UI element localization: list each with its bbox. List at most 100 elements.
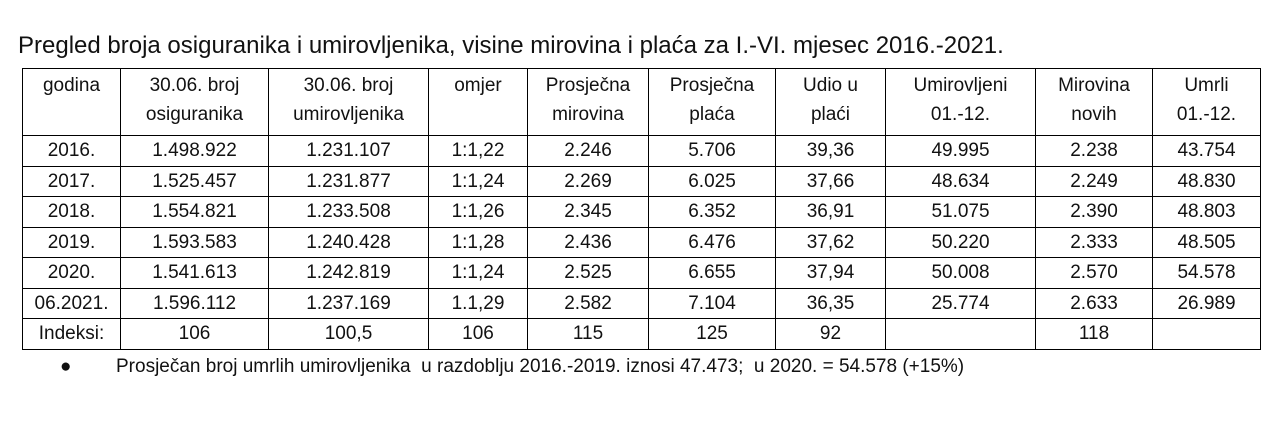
table-cell: 7.104 bbox=[648, 287, 776, 319]
header-line: novih bbox=[1071, 104, 1117, 125]
table-cell: 2.525 bbox=[527, 257, 649, 289]
header-line: 01.-12. bbox=[930, 104, 991, 125]
table-cell: 1:1,28 bbox=[428, 226, 528, 258]
table-cell: 1.237.169 bbox=[268, 287, 429, 319]
header-line: plaći bbox=[810, 104, 851, 125]
table-cell: 48.634 bbox=[885, 165, 1036, 197]
table-cell: 106 bbox=[120, 318, 269, 350]
table-cell: 2019. bbox=[22, 226, 121, 258]
table-cell: 48.803 bbox=[1152, 196, 1261, 228]
header-line: plaća bbox=[689, 104, 735, 125]
table-cell: 37,62 bbox=[775, 226, 886, 258]
table-cell: 37,66 bbox=[775, 165, 886, 197]
header-cell: godina bbox=[22, 68, 121, 136]
table-cell: 2.582 bbox=[527, 287, 649, 319]
table-cell: 2017. bbox=[22, 165, 121, 197]
table-cell: 48.505 bbox=[1152, 226, 1261, 258]
table-cell: 1.525.457 bbox=[120, 165, 269, 197]
table-cell: 92 bbox=[775, 318, 886, 350]
header-cell: omjer bbox=[428, 68, 528, 136]
table-row: 2016. 1.498.922 1.231.107 1:1,22 2.246 5.706 3… bbox=[22, 135, 1261, 167]
table-row: Indeksi: 106 100,5 106 115 125 92 118 bbox=[22, 318, 1261, 350]
table-cell: 48.830 bbox=[1152, 165, 1261, 197]
table-row: 06.2021. 1.596.112 1.237.169 1.1,29 2.582 7.1… bbox=[22, 287, 1261, 319]
table-cell: 51.075 bbox=[885, 196, 1036, 228]
table-cell: 2.333 bbox=[1035, 226, 1153, 258]
table-cell: 1.231.877 bbox=[268, 165, 429, 197]
header-line: godina bbox=[42, 75, 101, 96]
header-cell: 30.06. broj osiguranika bbox=[120, 68, 269, 136]
title: Pregled broja osiguranika i umirovljenik… bbox=[18, 32, 1004, 59]
header-line: Prosječna bbox=[669, 75, 755, 96]
table-cell: 1:1,24 bbox=[428, 257, 528, 289]
table-cell: 50.008 bbox=[885, 257, 1036, 289]
table-cell: 1.1,29 bbox=[428, 287, 528, 319]
header-line: omjer bbox=[454, 75, 502, 96]
table-cell: 36,35 bbox=[775, 287, 886, 319]
header-line: 30.06. broj bbox=[303, 75, 394, 96]
table-cell: 1.554.821 bbox=[120, 196, 269, 228]
table-cell: 39,36 bbox=[775, 135, 886, 167]
table-cell bbox=[1152, 318, 1261, 350]
table-cell: 1:1,22 bbox=[428, 135, 528, 167]
table-cell: 1.242.819 bbox=[268, 257, 429, 289]
header-line: mirovina bbox=[552, 104, 624, 125]
table-cell: Indeksi: bbox=[22, 318, 121, 350]
header-cell: Udio u plaći bbox=[775, 68, 886, 136]
table-cell: 26.989 bbox=[1152, 287, 1261, 319]
header-line: osiguranika bbox=[145, 104, 244, 125]
table-cell: 6.025 bbox=[648, 165, 776, 197]
header-cell: 30.06. broj umirovljenika bbox=[268, 68, 429, 136]
table-cell: 06.2021. bbox=[22, 287, 121, 319]
table-cell: 2.390 bbox=[1035, 196, 1153, 228]
table-cell: 1.541.613 bbox=[120, 257, 269, 289]
table-row: 2017. 1.525.457 1.231.877 1:1,24 2.269 6.025 3… bbox=[22, 165, 1261, 197]
table-cell: 2.238 bbox=[1035, 135, 1153, 167]
table-cell: 6.655 bbox=[648, 257, 776, 289]
header-cell: Umrli 01.-12. bbox=[1152, 68, 1261, 136]
table-cell: 1.233.508 bbox=[268, 196, 429, 228]
table-cell: 2.249 bbox=[1035, 165, 1153, 197]
table-cell: 115 bbox=[527, 318, 649, 350]
table-body: 2016. 1.498.922 1.231.107 1:1,22 2.246 5.706 3… bbox=[22, 135, 1261, 350]
header-cell: Prosječna plaća bbox=[648, 68, 776, 136]
table-cell: 2018. bbox=[22, 196, 121, 228]
table-cell: 1.596.112 bbox=[120, 287, 269, 319]
table-cell: 49.995 bbox=[885, 135, 1036, 167]
table-cell: 2020. bbox=[22, 257, 121, 289]
table-cell: 50.220 bbox=[885, 226, 1036, 258]
table-cell: 43.754 bbox=[1152, 135, 1261, 167]
table-cell: 2.269 bbox=[527, 165, 649, 197]
header-line: umirovljenika bbox=[293, 104, 404, 125]
table-cell: 1.240.428 bbox=[268, 226, 429, 258]
table-cell: 1.498.922 bbox=[120, 135, 269, 167]
table-row: 2018. 1.554.821 1.233.508 1:1,26 2.345 6.352 3… bbox=[22, 196, 1261, 228]
bullet: ● bbox=[60, 356, 72, 377]
table-cell: 25.774 bbox=[885, 287, 1036, 319]
table-cell: 2.246 bbox=[527, 135, 649, 167]
header-line: Mirovina bbox=[1058, 75, 1130, 96]
table-cell: 2.345 bbox=[527, 196, 649, 228]
table-cell: 2.570 bbox=[1035, 257, 1153, 289]
header-line: Udio u bbox=[803, 75, 858, 96]
header-cell: Mirovina novih bbox=[1035, 68, 1153, 136]
header-cell: Prosječna mirovina bbox=[527, 68, 649, 136]
table-cell: 1.231.107 bbox=[268, 135, 429, 167]
table-cell: 6.476 bbox=[648, 226, 776, 258]
table-row: 2019. 1.593.583 1.240.428 1:1,28 2.436 6.476 3… bbox=[22, 226, 1261, 258]
header-line: 01.-12. bbox=[1176, 104, 1237, 125]
table-cell: 37,94 bbox=[775, 257, 886, 289]
table-cell: 125 bbox=[648, 318, 776, 350]
data-table: godina 30.06. broj osiguranika 30.06. broj u… bbox=[22, 68, 1261, 350]
table-cell: 36,91 bbox=[775, 196, 886, 228]
table-cell: 106 bbox=[428, 318, 528, 350]
header-line: Umirovljeni bbox=[913, 75, 1008, 96]
header-row: godina 30.06. broj osiguranika 30.06. broj u… bbox=[22, 68, 1261, 136]
table-cell: 2.633 bbox=[1035, 287, 1153, 319]
table-cell: 6.352 bbox=[648, 196, 776, 228]
note-text: Prosječan broj umrlih umirovljenika u ra… bbox=[116, 356, 965, 377]
table-cell: 100,5 bbox=[268, 318, 429, 350]
header-cell: Umirovljeni 01.-12. bbox=[885, 68, 1036, 136]
table-cell: 1:1,24 bbox=[428, 165, 528, 197]
